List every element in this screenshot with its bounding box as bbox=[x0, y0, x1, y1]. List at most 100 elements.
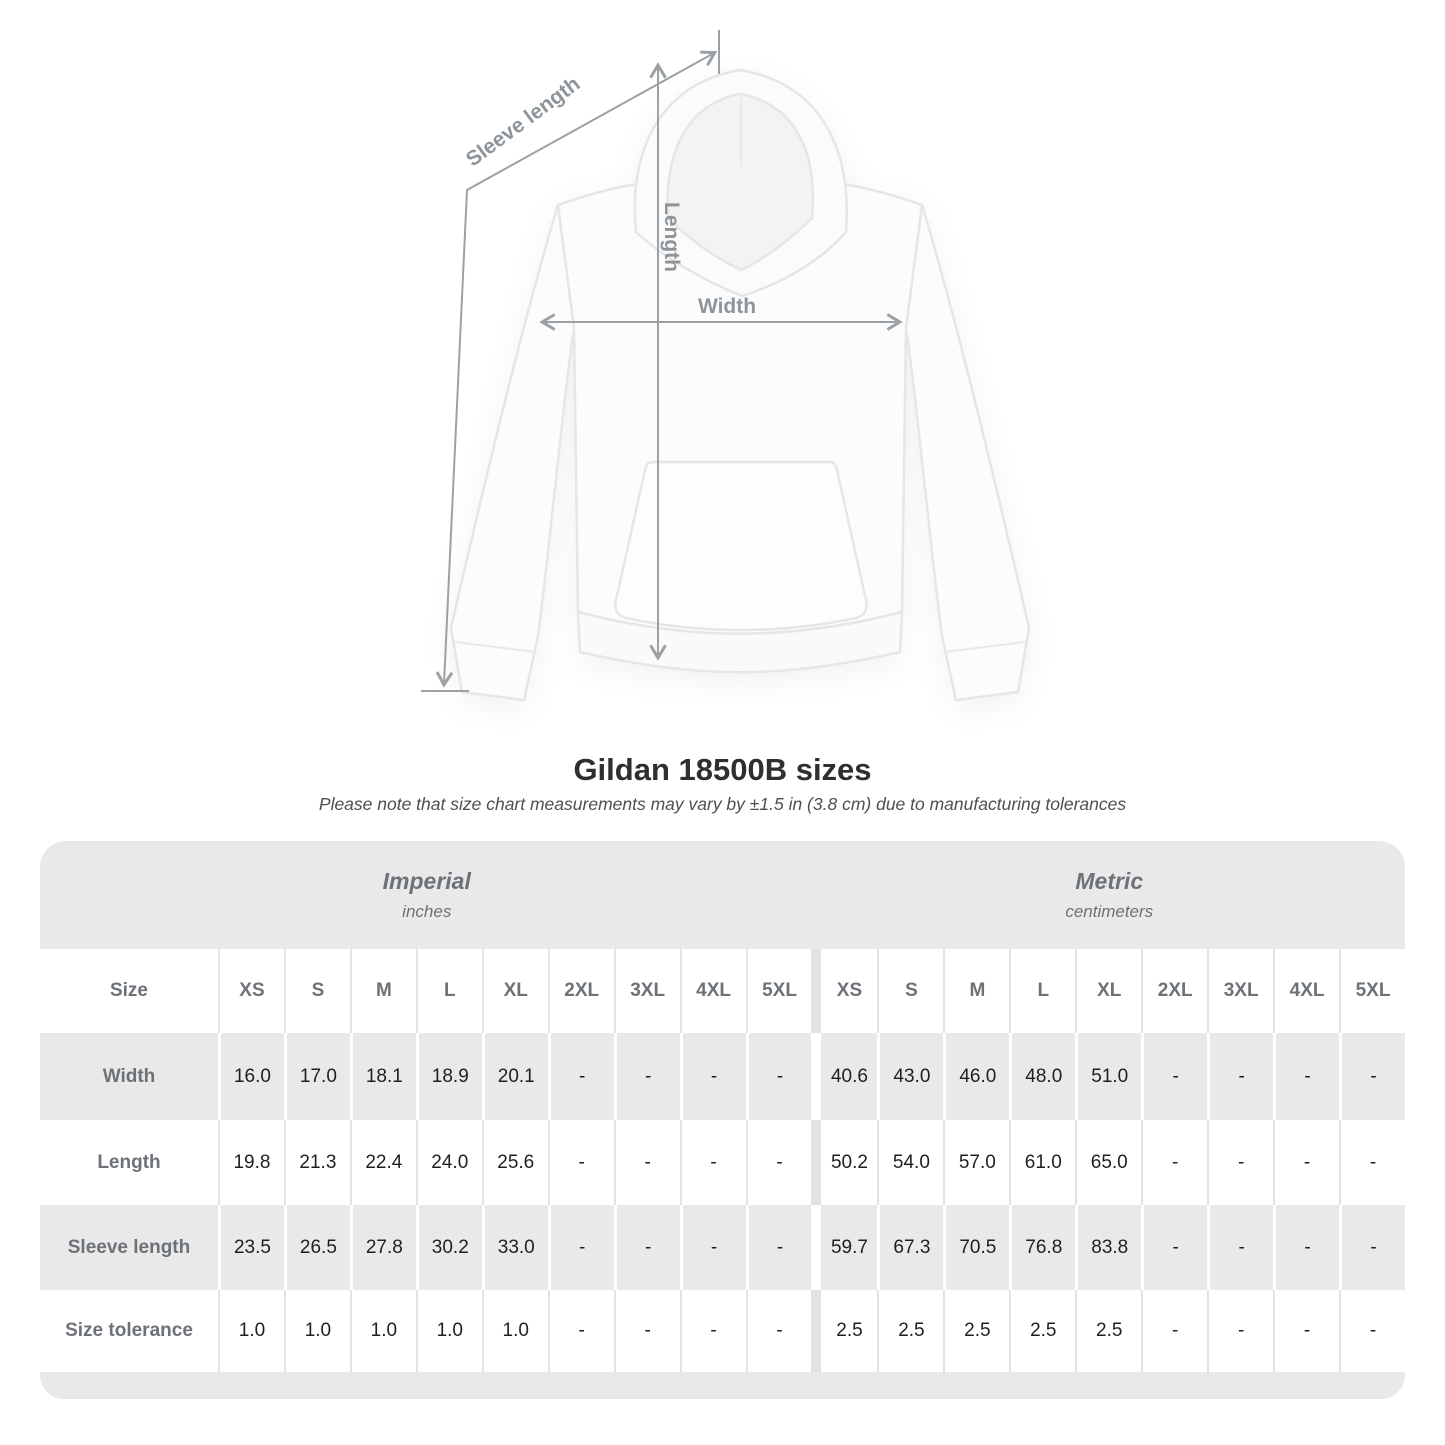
measurement-cell: - bbox=[1339, 1033, 1405, 1120]
measurement-cell: 67.3 bbox=[877, 1205, 944, 1290]
sleeve-length-arrow bbox=[435, 50, 718, 688]
sleeve-length-dim-label: Sleeve length bbox=[462, 72, 585, 171]
measurement-cell: 59.7 bbox=[811, 1205, 878, 1290]
measurement-cell: 76.8 bbox=[1009, 1205, 1076, 1290]
page-title: Gildan 18500B sizes bbox=[573, 752, 872, 787]
measurement-cell: - bbox=[547, 1290, 614, 1372]
size-column-header: L bbox=[1009, 949, 1076, 1033]
measurement-cell: 51.0 bbox=[1075, 1033, 1142, 1120]
measurement-cell: 30.2 bbox=[415, 1205, 482, 1290]
measurement-cell: - bbox=[679, 1033, 746, 1120]
measurement-cell: 17.0 bbox=[283, 1033, 350, 1120]
measurement-cell: - bbox=[1339, 1120, 1405, 1205]
measurement-cell: - bbox=[1141, 1205, 1208, 1290]
measurement-cell: - bbox=[1141, 1120, 1208, 1205]
measurement-cell: - bbox=[547, 1205, 614, 1290]
size-column-header: 3XL bbox=[613, 949, 680, 1033]
row-label: Length bbox=[40, 1120, 218, 1205]
measurement-cell: - bbox=[547, 1033, 614, 1120]
measurement-cell: - bbox=[1273, 1290, 1340, 1372]
measurement-cell: 2.5 bbox=[1009, 1290, 1076, 1372]
measurement-cell: 57.0 bbox=[943, 1120, 1010, 1205]
measurement-cell: 1.0 bbox=[349, 1290, 416, 1372]
measurement-row: Size tolerance 1.0 1.0 1.0 1.0 1.0- - - -2.5 2.5 2… bbox=[40, 1290, 1405, 1372]
measurement-cell: - bbox=[613, 1033, 680, 1120]
size-column-header: 2XL bbox=[1141, 949, 1208, 1033]
imperial-label: Imperial bbox=[382, 868, 471, 894]
measurement-cell: - bbox=[1273, 1120, 1340, 1205]
imperial-unit-label: inches bbox=[402, 902, 452, 921]
metric-section-header: Metric centimeters bbox=[814, 841, 1406, 949]
row-label: Sleeve length bbox=[40, 1205, 218, 1290]
measurement-cell: 2.5 bbox=[943, 1290, 1010, 1372]
measurement-cell: 65.0 bbox=[1075, 1120, 1142, 1205]
measurement-cell: 70.5 bbox=[943, 1205, 1010, 1290]
size-column-header: M bbox=[943, 949, 1010, 1033]
measurement-cell: 43.0 bbox=[877, 1033, 944, 1120]
tolerance-note: Please note that size chart measurements… bbox=[318, 794, 1127, 814]
width-dim-label: Width bbox=[698, 295, 756, 318]
size-column-header: 5XL bbox=[1339, 949, 1405, 1033]
size-column-header: S bbox=[877, 949, 944, 1033]
measurement-cell: 26.5 bbox=[283, 1205, 350, 1290]
metric-unit-label: centimeters bbox=[1065, 902, 1154, 921]
measurement-cell: 54.0 bbox=[877, 1120, 944, 1205]
size-column-header: S bbox=[283, 949, 350, 1033]
measurement-cell: 24.0 bbox=[415, 1120, 482, 1205]
measurement-cell: 2.5 bbox=[1075, 1290, 1142, 1372]
size-header-row: Size XS S M L XL 2XL 3XL 4XL 5XL XS S M L XL 2XL 3XL 4XL 5… bbox=[40, 949, 1405, 1033]
measurement-cell: - bbox=[1141, 1290, 1208, 1372]
row-label: Size bbox=[40, 949, 218, 1033]
measurement-cell: 19.8 bbox=[218, 1120, 284, 1205]
measurement-cell: 1.0 bbox=[283, 1290, 350, 1372]
size-column-header: XS bbox=[811, 949, 878, 1033]
size-column-header: XL bbox=[481, 949, 548, 1033]
measurement-cell: 33.0 bbox=[481, 1205, 548, 1290]
measurement-cell: 46.0 bbox=[943, 1033, 1010, 1120]
measurement-cell: 23.5 bbox=[218, 1205, 284, 1290]
measurement-cell: - bbox=[745, 1120, 812, 1205]
measurement-cell: - bbox=[679, 1120, 746, 1205]
measurement-cell: 20.1 bbox=[481, 1033, 548, 1120]
size-grid: Size XS S M L XL 2XL 3XL 4XL 5XL XS S M L XL 2XL 3XL 4XL 5… bbox=[40, 949, 1405, 1372]
size-column-header: 3XL bbox=[1207, 949, 1274, 1033]
measurement-cell: 21.3 bbox=[283, 1120, 350, 1205]
measurement-cell: - bbox=[613, 1205, 680, 1290]
measurement-cell: - bbox=[1141, 1033, 1208, 1120]
measurement-row: Length 19.8 21.3 22.4 24.0 25.6- - - -50.2 54.0 57… bbox=[40, 1120, 1405, 1205]
measurement-cell: - bbox=[613, 1290, 680, 1372]
measurement-cell: 18.9 bbox=[415, 1033, 482, 1120]
measurement-cell: 16.0 bbox=[218, 1033, 284, 1120]
size-column-header: M bbox=[349, 949, 416, 1033]
size-column-header: 5XL bbox=[745, 949, 812, 1033]
hoodie-image bbox=[449, 68, 1031, 702]
table-footer-band bbox=[40, 1372, 1405, 1399]
measurement-cell: - bbox=[1207, 1120, 1274, 1205]
size-column-header: XL bbox=[1075, 949, 1142, 1033]
measurement-row: Width 16.0 17.0 18.1 18.9 20.1- - - -40.6 43.0 46.… bbox=[40, 1033, 1405, 1120]
metric-label: Metric bbox=[1075, 868, 1144, 894]
measurement-cell: - bbox=[745, 1033, 812, 1120]
measurement-cell: - bbox=[745, 1205, 812, 1290]
measurement-cell: 1.0 bbox=[415, 1290, 482, 1372]
measurement-cell: 48.0 bbox=[1009, 1033, 1076, 1120]
measurement-cell: 40.6 bbox=[811, 1033, 878, 1120]
imperial-section-header: Imperial inches bbox=[40, 841, 814, 949]
size-column-header: 4XL bbox=[1273, 949, 1340, 1033]
size-column-header: 2XL bbox=[547, 949, 614, 1033]
measurement-cell: 25.6 bbox=[481, 1120, 548, 1205]
measurement-cell: - bbox=[679, 1290, 746, 1372]
size-column-header: 4XL bbox=[679, 949, 746, 1033]
size-chart-table: Imperial inches Metric centimeters Size X… bbox=[40, 841, 1405, 1399]
measurement-cell: - bbox=[1339, 1290, 1405, 1372]
measurement-cell: 61.0 bbox=[1009, 1120, 1076, 1205]
size-column-header: XS bbox=[218, 949, 284, 1033]
length-dim-label: Length bbox=[660, 202, 683, 272]
measurement-cell: - bbox=[1207, 1290, 1274, 1372]
measurement-cell: - bbox=[1207, 1205, 1274, 1290]
measurement-cell: 50.2 bbox=[811, 1120, 878, 1205]
unit-system-header: Imperial inches Metric centimeters bbox=[40, 841, 1405, 949]
measurement-cell: - bbox=[1273, 1033, 1340, 1120]
measurement-cell: - bbox=[613, 1120, 680, 1205]
